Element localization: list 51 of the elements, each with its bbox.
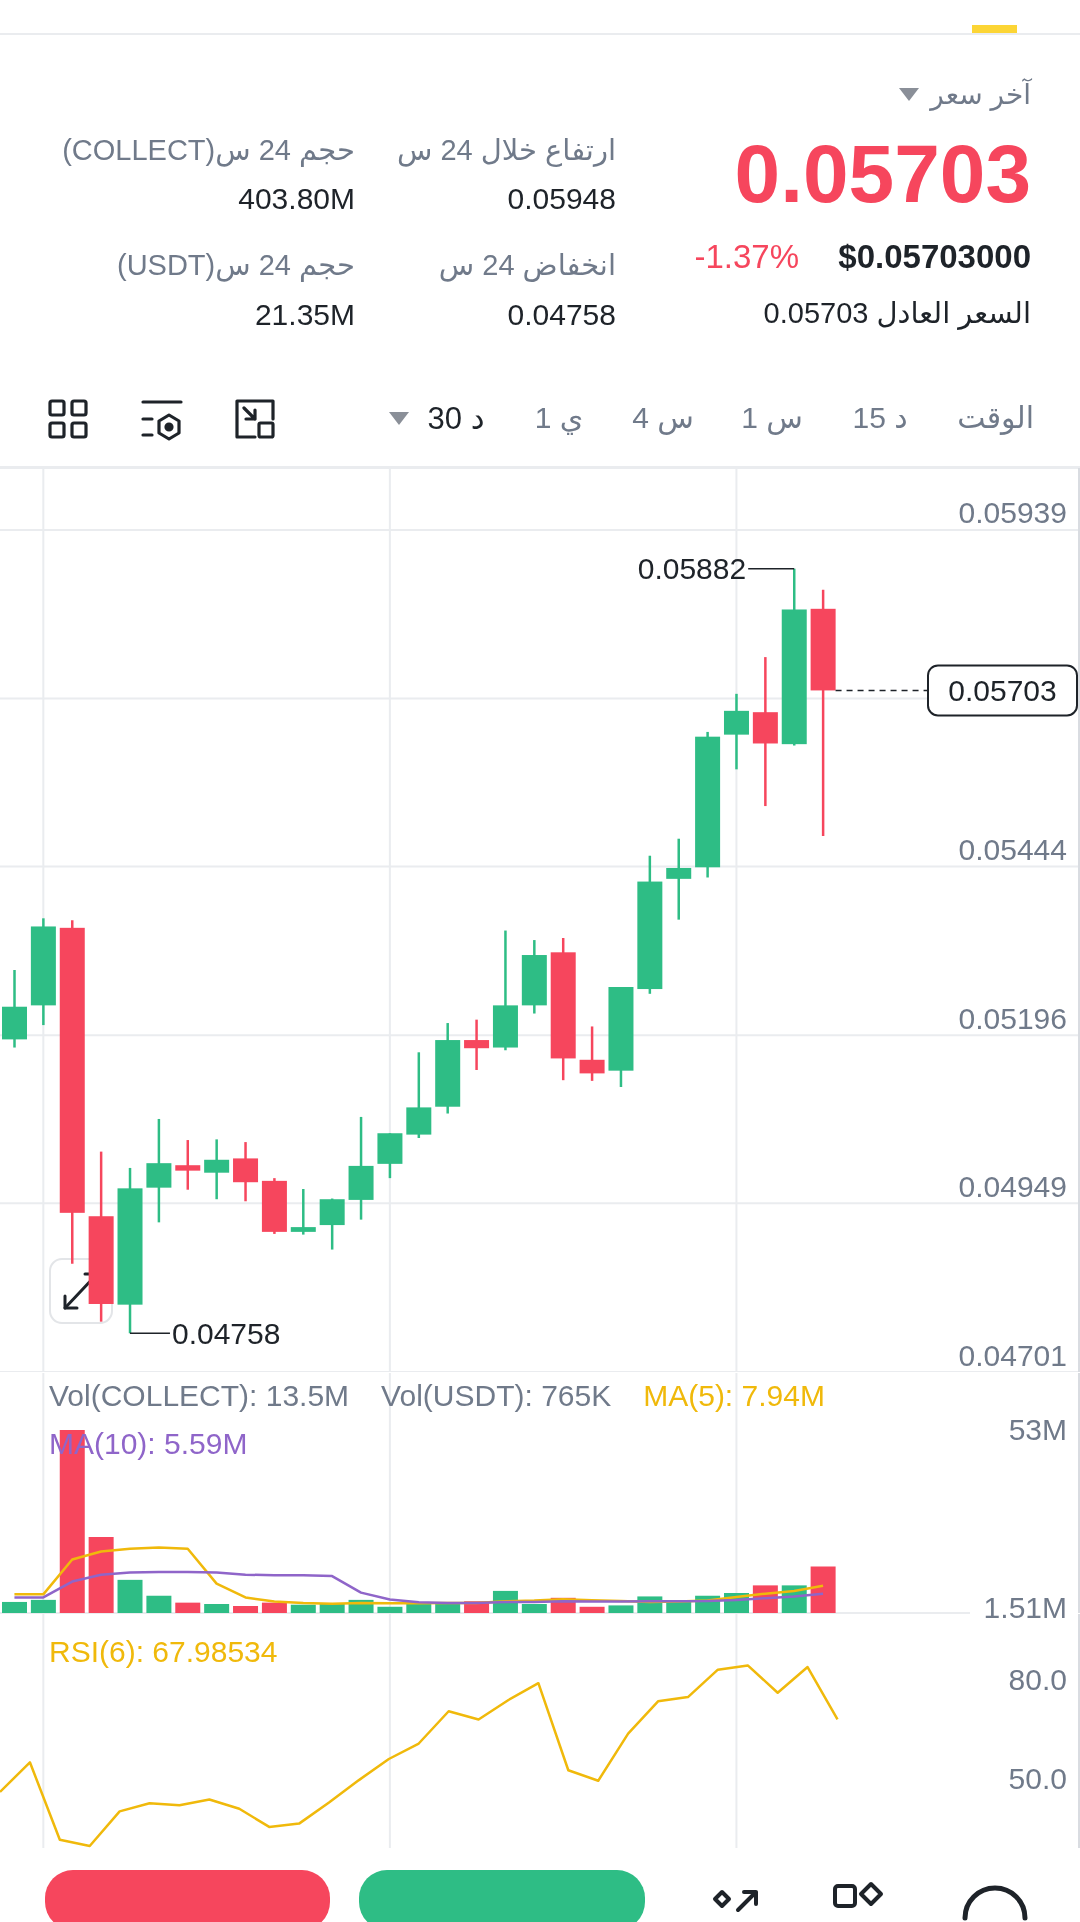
text: 403.80M (238, 181, 355, 217)
text: $0.05703000 (838, 237, 1031, 277)
bar (521, 1604, 547, 1613)
text: 0.05703 (734, 127, 1031, 221)
y-tick-label: 0.05939 (958, 496, 1067, 530)
bar (30, 1599, 56, 1613)
bar (146, 1595, 172, 1613)
y-tick-label: 50.0 (1008, 1762, 1067, 1796)
text: حجم 24 س(USDT) (116, 247, 355, 283)
y-tick-label: 1.51M (983, 1591, 1067, 1625)
annotation: Vol(COLLECT): 13.5M (49, 1378, 350, 1414)
text: 1 ي (534, 400, 584, 436)
text: 1 س (741, 400, 803, 436)
text: ارتفاع خلال 24 س (396, 132, 616, 168)
bar (117, 1579, 143, 1613)
annotation: Vol(USDT): 765K (381, 1378, 612, 1414)
text: آخر سعر (930, 78, 1031, 112)
text: 21.35M (254, 297, 355, 333)
y-tick-label: 53M (1008, 1413, 1067, 1447)
text: 4 س (632, 400, 694, 436)
y-tick-label: 0.05196 (958, 1001, 1067, 1035)
y-tick-label: 0.05444 (958, 833, 1067, 867)
bar (2, 1601, 27, 1613)
text: 30 د (427, 399, 485, 437)
bar (204, 1604, 230, 1613)
text: حجم 24 س(COLLECT) (62, 132, 355, 168)
text: انخفاض 24 س (438, 247, 616, 283)
bar (233, 1606, 259, 1613)
y-tick-label: 80.0 (1008, 1663, 1067, 1697)
text: RSI(6): 67.98534 (49, 1634, 278, 1670)
text: 0.05948 (507, 181, 616, 217)
bar (608, 1605, 634, 1613)
bar (579, 1606, 605, 1613)
bar (88, 1537, 114, 1613)
bar (261, 1602, 287, 1613)
line-series (13, 1570, 825, 1605)
annotation: 0.05882 (637, 552, 747, 586)
bar (377, 1606, 403, 1613)
text: السعر العادل 0.05703 (763, 295, 1031, 331)
y-tick-label: 0.04949 (958, 1169, 1067, 1203)
bar (290, 1604, 316, 1613)
annotation: 0.04758 (171, 1316, 281, 1350)
text: 15 د (852, 400, 908, 436)
text: -1.37% (694, 237, 799, 277)
ref-line-label: 0.05703 (948, 673, 1057, 707)
text: 0.04758 (507, 297, 616, 333)
bar (175, 1602, 201, 1613)
y-tick-label: 0.04701 (958, 1338, 1067, 1372)
text: الوقت (957, 400, 1034, 436)
text: MA(5): 7.94M (643, 1378, 825, 1414)
bar (810, 1566, 836, 1613)
